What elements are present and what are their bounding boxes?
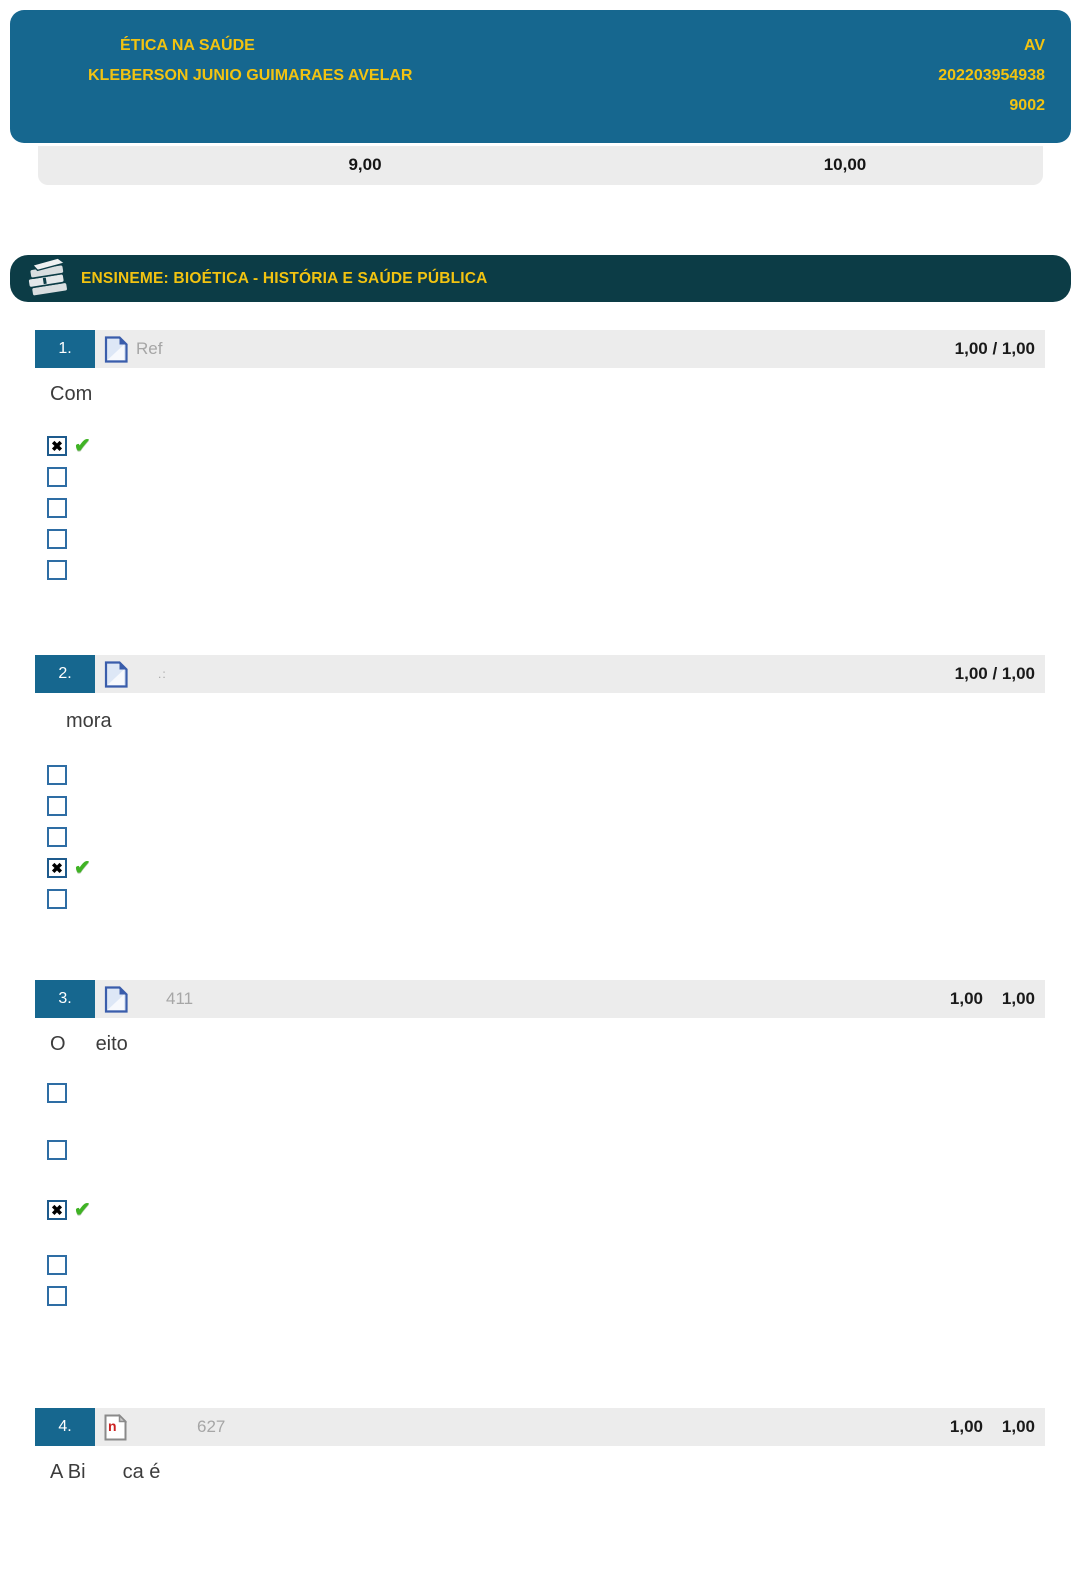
question-header: 2. n .: 1,00 / 1,00	[35, 655, 1045, 693]
question-block: 1. n Ref 1,00 / 1,00	[35, 330, 1045, 591]
option-checkbox[interactable]	[47, 827, 67, 847]
class-code: 9002	[1009, 97, 1045, 114]
lesson-banner: ENSINEME: BIOÉTICA - HISTÓRIA E SAÚDE PÚ…	[10, 255, 1071, 302]
option-checkbox[interactable]: ✖	[47, 436, 67, 456]
question-header: 3. n 411 1,00 1,00	[35, 980, 1045, 1018]
option-checkbox[interactable]	[47, 1255, 67, 1275]
grade-value: 9,00	[348, 155, 382, 174]
document-broken-icon: n	[104, 1413, 127, 1441]
question-text: Com	[50, 382, 1045, 406]
option-checkbox[interactable]	[47, 1083, 67, 1103]
option-checkbox[interactable]	[47, 796, 67, 816]
option-row	[47, 560, 1045, 580]
option-row	[47, 1255, 1045, 1275]
question-text-fragment: A Bi	[50, 1461, 86, 1483]
question-text-fragment: ca é	[122, 1461, 161, 1483]
question-block: 3. n 411 1,00 1,00	[35, 980, 1045, 1317]
option-row	[47, 467, 1045, 487]
option-row: ✖ ✔	[47, 1200, 1045, 1220]
question-block: 2. n .: 1,00 / 1,00	[35, 655, 1045, 920]
question-score: 1,00 1,00	[949, 1417, 1035, 1436]
question-text-fragment: O	[50, 1033, 66, 1055]
question-number: 2.	[35, 655, 95, 693]
option-checkbox[interactable]	[47, 1286, 67, 1306]
option-checkbox[interactable]	[47, 529, 67, 549]
option-row	[47, 498, 1045, 518]
option-row	[47, 796, 1045, 816]
option-row	[47, 889, 1045, 909]
question-text-fragment: eito	[95, 1033, 128, 1055]
option-row	[47, 827, 1045, 847]
option-row	[47, 529, 1045, 549]
option-row: ✖ ✔	[47, 436, 1045, 456]
question-number: 4.	[35, 1408, 95, 1446]
options-list: ✖ ✔	[47, 765, 1045, 909]
question-text: A Bi ca é	[50, 1460, 1045, 1484]
assessment-label: AV	[1023, 37, 1045, 54]
question-text: mora	[66, 709, 1045, 733]
header-left-block: ÉTICA NA SAÚDE KLEBERSON JUNIO GUIMARAES…	[10, 31, 412, 91]
lesson-title: ENSINEME: BIOÉTICA - HISTÓRIA E SAÚDE PÚ…	[81, 269, 488, 287]
correct-answer-icon: ✔	[74, 857, 91, 879]
option-row	[47, 1286, 1045, 1306]
student-name: KLEBERSON JUNIO GUIMARAES AVELAR	[88, 67, 413, 84]
options-list: ✖ ✔	[47, 1083, 1045, 1306]
question-number: 3.	[35, 980, 95, 1018]
document-icon	[104, 660, 128, 688]
question-score: 1,00 1,00	[949, 989, 1035, 1008]
option-checkbox[interactable]	[47, 1140, 67, 1160]
option-checkbox[interactable]	[47, 560, 67, 580]
question-ref-label: Ref	[136, 339, 163, 358]
correct-answer-icon: ✔	[74, 435, 91, 457]
option-checkbox[interactable]: ✖	[47, 858, 67, 878]
option-row	[47, 1140, 1045, 1160]
question-header: 4. n 627 1,00 1,00	[35, 1408, 1045, 1446]
question-score: 1,00 / 1,00	[954, 339, 1035, 358]
option-checkbox[interactable]	[47, 765, 67, 785]
option-checkbox[interactable]: ✖	[47, 1200, 67, 1220]
question-score: 1,00 / 1,00	[954, 664, 1035, 683]
question-ref-label: 411	[166, 989, 194, 1008]
option-row	[47, 765, 1045, 785]
question-block: 4. n 627 1,00 1,00	[35, 1408, 1045, 1514]
document-icon	[104, 985, 128, 1013]
question-ref-label: 627	[197, 1417, 226, 1436]
books-stack-icon	[23, 256, 71, 301]
correct-answer-icon: ✔	[74, 1199, 91, 1221]
question-header: 1. n Ref 1,00 / 1,00	[35, 330, 1045, 368]
options-list: ✖ ✔	[47, 436, 1045, 580]
option-checkbox[interactable]	[47, 498, 67, 518]
enrollment-number: 202203954938	[938, 67, 1045, 84]
score-summary-bar: 9,00 10,00	[38, 146, 1043, 185]
question-text-fragment: mora	[66, 710, 112, 732]
option-checkbox[interactable]	[47, 889, 67, 909]
question-text-fragment: Com	[50, 383, 93, 405]
option-checkbox[interactable]	[47, 467, 67, 487]
max-grade-value: 10,00	[823, 155, 867, 174]
svg-text:n: n	[108, 1418, 117, 1434]
question-number: 1.	[35, 330, 95, 368]
option-row	[47, 1083, 1045, 1103]
question-ref-label: .:	[158, 667, 167, 681]
exam-header-card: ÉTICA NA SAÚDE KLEBERSON JUNIO GUIMARAES…	[10, 10, 1071, 143]
document-icon	[104, 335, 128, 363]
option-row: ✖ ✔	[47, 858, 1045, 878]
header-right-block: AV 202203954938 9002	[938, 31, 1045, 121]
course-title: ÉTICA NA SAÚDE	[120, 37, 255, 54]
